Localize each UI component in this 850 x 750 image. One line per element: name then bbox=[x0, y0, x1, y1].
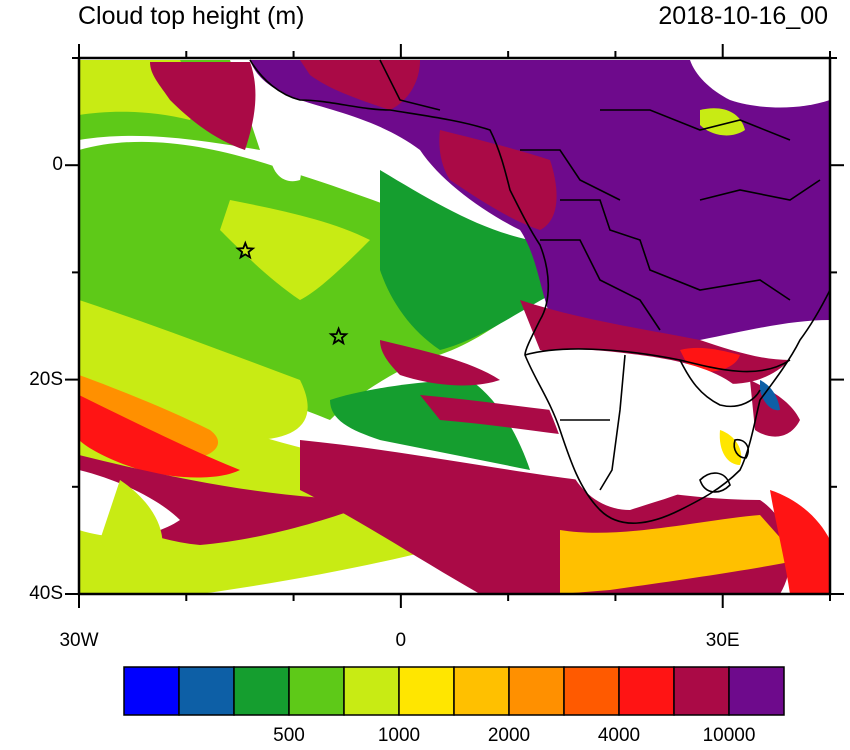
lat-tick-label: 0 bbox=[52, 154, 63, 176]
colorbar-box bbox=[453, 666, 510, 716]
axis-ticks bbox=[65, 44, 844, 608]
lon-tick-label: 30E bbox=[705, 630, 740, 651]
lat-tick-label: 20S bbox=[29, 368, 63, 390]
timestamp-label: 2018-10-16_00 bbox=[658, 2, 828, 30]
colorbar-label: 10000 bbox=[702, 725, 756, 746]
coastlines bbox=[249, 59, 830, 524]
colorbar-box bbox=[398, 666, 455, 716]
lat-tick-label: 40S bbox=[29, 583, 63, 604]
colorbar-box bbox=[123, 666, 180, 716]
colorbar-label: 2000 bbox=[487, 725, 531, 746]
cloud-field bbox=[79, 60, 830, 594]
colorbar-box bbox=[178, 666, 235, 716]
colorbar bbox=[123, 666, 785, 716]
colorbar-box bbox=[288, 666, 345, 716]
colorbar-box bbox=[728, 666, 785, 716]
star-marker-icon bbox=[235, 240, 256, 260]
colorbar-box bbox=[233, 666, 290, 716]
lon-tick-label: 0 bbox=[395, 630, 407, 651]
lon-tick-label: 30W bbox=[59, 630, 99, 651]
colorbar-box bbox=[673, 666, 730, 716]
markers bbox=[235, 240, 349, 346]
colorbar-box bbox=[508, 666, 565, 716]
colorbar-label: 500 bbox=[273, 725, 305, 746]
colorbar-label: 4000 bbox=[597, 725, 641, 746]
star-marker-icon bbox=[328, 326, 349, 346]
colorbar-box bbox=[343, 666, 400, 716]
map-frame bbox=[77, 56, 832, 596]
map-title: Cloud top height (m) bbox=[78, 2, 305, 30]
colorbar-label: 1000 bbox=[377, 725, 421, 746]
colorbar-box bbox=[563, 666, 620, 716]
colorbar-box bbox=[618, 666, 675, 716]
